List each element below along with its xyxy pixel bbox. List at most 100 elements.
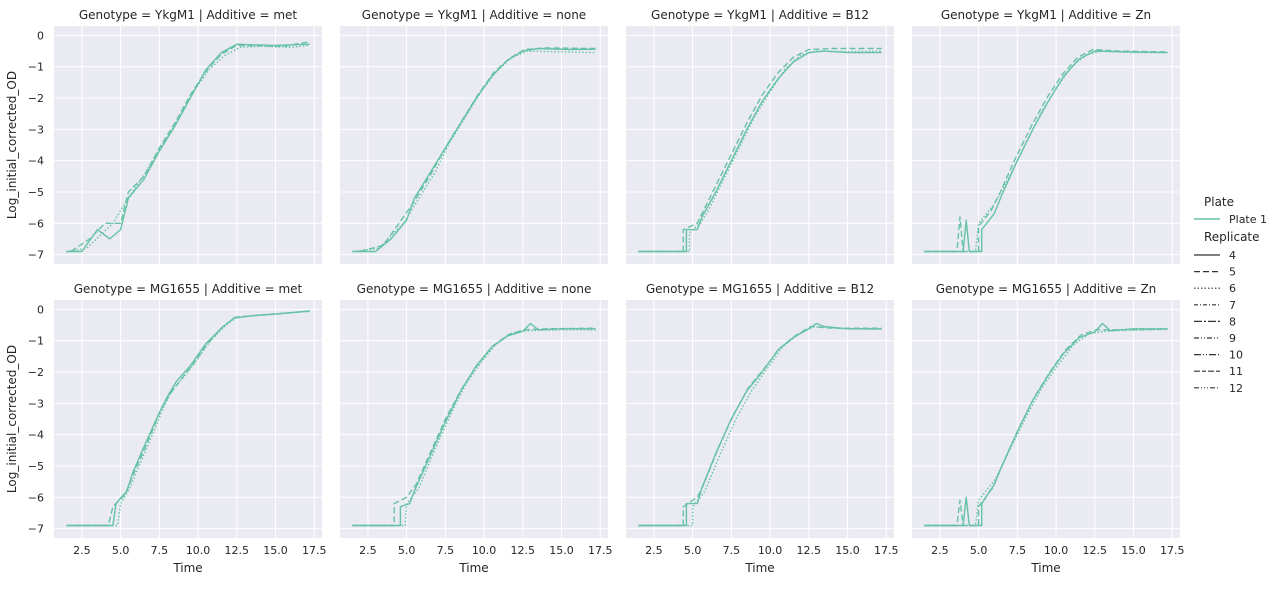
x-tick-label: 10.0 — [1044, 544, 1069, 557]
y-tick-label: −5 — [28, 186, 44, 199]
x-tick-label: 10.0 — [472, 544, 497, 557]
series-line-replicate-4 — [66, 43, 310, 253]
panel-background — [54, 26, 322, 264]
legend: Plate Plate 1 Replicate 4 5 6 7 8 9 10 11 12 — [1194, 195, 1267, 395]
legend-style-label: 5 — [1229, 266, 1236, 279]
series-line-replicate-5 — [70, 41, 310, 253]
series-line-replicate-6 — [638, 325, 882, 527]
x-tick-label: 12.5 — [797, 544, 822, 557]
y-tick-label: −1 — [28, 61, 44, 74]
facet-panel-7: Genotype = MG1655 | Additive = Zn 2.5 5.0 7… — [912, 282, 1185, 575]
facet-title: Genotype = YkgM1 | Additive = B12 — [651, 8, 869, 22]
series-line-replicate-5 — [638, 47, 882, 253]
x-tick-label: 2.5 — [359, 544, 377, 557]
legend-style-label: 11 — [1229, 365, 1243, 378]
legend-hue-title: Plate — [1204, 195, 1234, 209]
x-tick-label: 12.5 — [1083, 544, 1108, 557]
x-tick-label: 10.0 — [758, 544, 783, 557]
x-tick-label: 10.0 — [186, 544, 211, 557]
y-tick-label: −6 — [28, 491, 44, 504]
legend-hue-label: Plate 1 — [1229, 213, 1267, 226]
facet-panel-1: Genotype = YkgM1 | Additive = none — [340, 8, 608, 264]
facet-title: Genotype = MG1655 | Additive = Zn — [936, 282, 1157, 296]
x-tick-label: 2.5 — [645, 544, 663, 557]
facet-title: Genotype = MG1655 | Additive = B12 — [646, 282, 874, 296]
x-tick-label: 17.5 — [874, 544, 899, 557]
panel-background — [340, 26, 608, 264]
facet-title: Genotype = MG1655 | Additive = met — [74, 282, 303, 296]
x-tick-label: 5.0 — [970, 544, 988, 557]
facet-panel-3: Genotype = YkgM1 | Additive = Zn — [912, 8, 1180, 264]
panel-background — [626, 26, 894, 264]
x-tick-label: 15.0 — [835, 544, 860, 557]
panel-background — [912, 300, 1180, 538]
y-axis-label: Log_initial_corrected_OD — [5, 71, 19, 219]
panel-background — [340, 300, 608, 538]
y-tick-label: −3 — [28, 123, 44, 136]
facet-panel-6: Genotype = MG1655 | Additive = B12 2.5 5.0… — [626, 282, 899, 575]
legend-style-label: 4 — [1229, 249, 1236, 262]
series-line-replicate-5 — [924, 328, 1168, 527]
y-tick-label: −4 — [28, 155, 44, 168]
legend-style-label: 9 — [1229, 332, 1236, 345]
y-tick-label: −1 — [28, 335, 44, 348]
panel-background — [626, 300, 894, 538]
x-axis-label: Time — [172, 561, 202, 575]
series-line-replicate-5 — [66, 310, 310, 527]
x-tick-label: 17.5 — [1160, 544, 1185, 557]
y-tick-label: −4 — [28, 429, 44, 442]
x-tick-label: 5.0 — [398, 544, 416, 557]
facet-title: Genotype = YkgM1 | Additive = none — [362, 8, 586, 22]
y-tick-label: −2 — [28, 92, 44, 105]
x-tick-label: 15.0 — [263, 544, 288, 557]
x-tick-label: 7.5 — [151, 544, 169, 557]
legend-style-label: 6 — [1229, 282, 1236, 295]
y-tick-label: −7 — [28, 523, 44, 536]
x-axis-label: Time — [1030, 561, 1060, 575]
y-axis-label: Log_initial_corrected_OD — [5, 345, 19, 493]
series-line-replicate-5 — [638, 325, 882, 527]
x-axis-label: Time — [744, 561, 774, 575]
series-line-replicate-4 — [924, 50, 1168, 253]
series-line-replicate-6 — [638, 50, 882, 253]
panel-background — [54, 300, 322, 538]
x-axis-label: Time — [458, 561, 488, 575]
x-tick-label: 12.5 — [225, 544, 250, 557]
y-tick-label: 0 — [37, 303, 44, 316]
y-tick-label: −3 — [28, 397, 44, 410]
y-tick-label: −2 — [28, 366, 44, 379]
legend-style-label: 10 — [1229, 349, 1243, 362]
facet-panel-4: Genotype = MG1655 | Additive = met 0 −1 −2 −… — [5, 282, 327, 575]
y-tick-label: −7 — [28, 249, 44, 262]
x-tick-label: 15.0 — [549, 544, 574, 557]
series-line-replicate-5 — [924, 48, 1168, 253]
legend-style-title: Replicate — [1204, 230, 1260, 244]
series-line-replicate-5 — [352, 327, 596, 527]
series-line-replicate-6 — [352, 50, 596, 253]
x-tick-label: 7.5 — [723, 544, 741, 557]
series-line-replicate-6 — [924, 50, 1168, 253]
series-line-replicate-6 — [66, 310, 310, 527]
x-tick-label: 7.5 — [437, 544, 455, 557]
x-tick-label: 5.0 — [684, 544, 702, 557]
x-tick-label: 15.0 — [1121, 544, 1146, 557]
y-tick-label: 0 — [37, 29, 44, 42]
x-tick-label: 17.5 — [302, 544, 327, 557]
series-line-replicate-5 — [359, 47, 596, 253]
x-tick-label: 7.5 — [1009, 544, 1027, 557]
x-tick-label: 2.5 — [931, 544, 949, 557]
facet-panel-5: Genotype = MG1655 | Additive = none 2.5 5.… — [340, 282, 613, 575]
x-tick-label: 12.5 — [511, 544, 536, 557]
y-tick-label: −6 — [28, 217, 44, 230]
legend-style-label: 8 — [1229, 315, 1236, 328]
x-tick-label: 5.0 — [112, 544, 130, 557]
facet-panel-2: Genotype = YkgM1 | Additive = B12 — [626, 8, 894, 264]
facet-title: Genotype = YkgM1 | Additive = Zn — [941, 8, 1151, 22]
x-tick-label: 2.5 — [73, 544, 91, 557]
legend-style-label: 7 — [1229, 299, 1236, 312]
series-line-replicate-4 — [638, 322, 882, 527]
y-tick-label: −5 — [28, 460, 44, 473]
legend-style-label: 12 — [1229, 382, 1243, 395]
